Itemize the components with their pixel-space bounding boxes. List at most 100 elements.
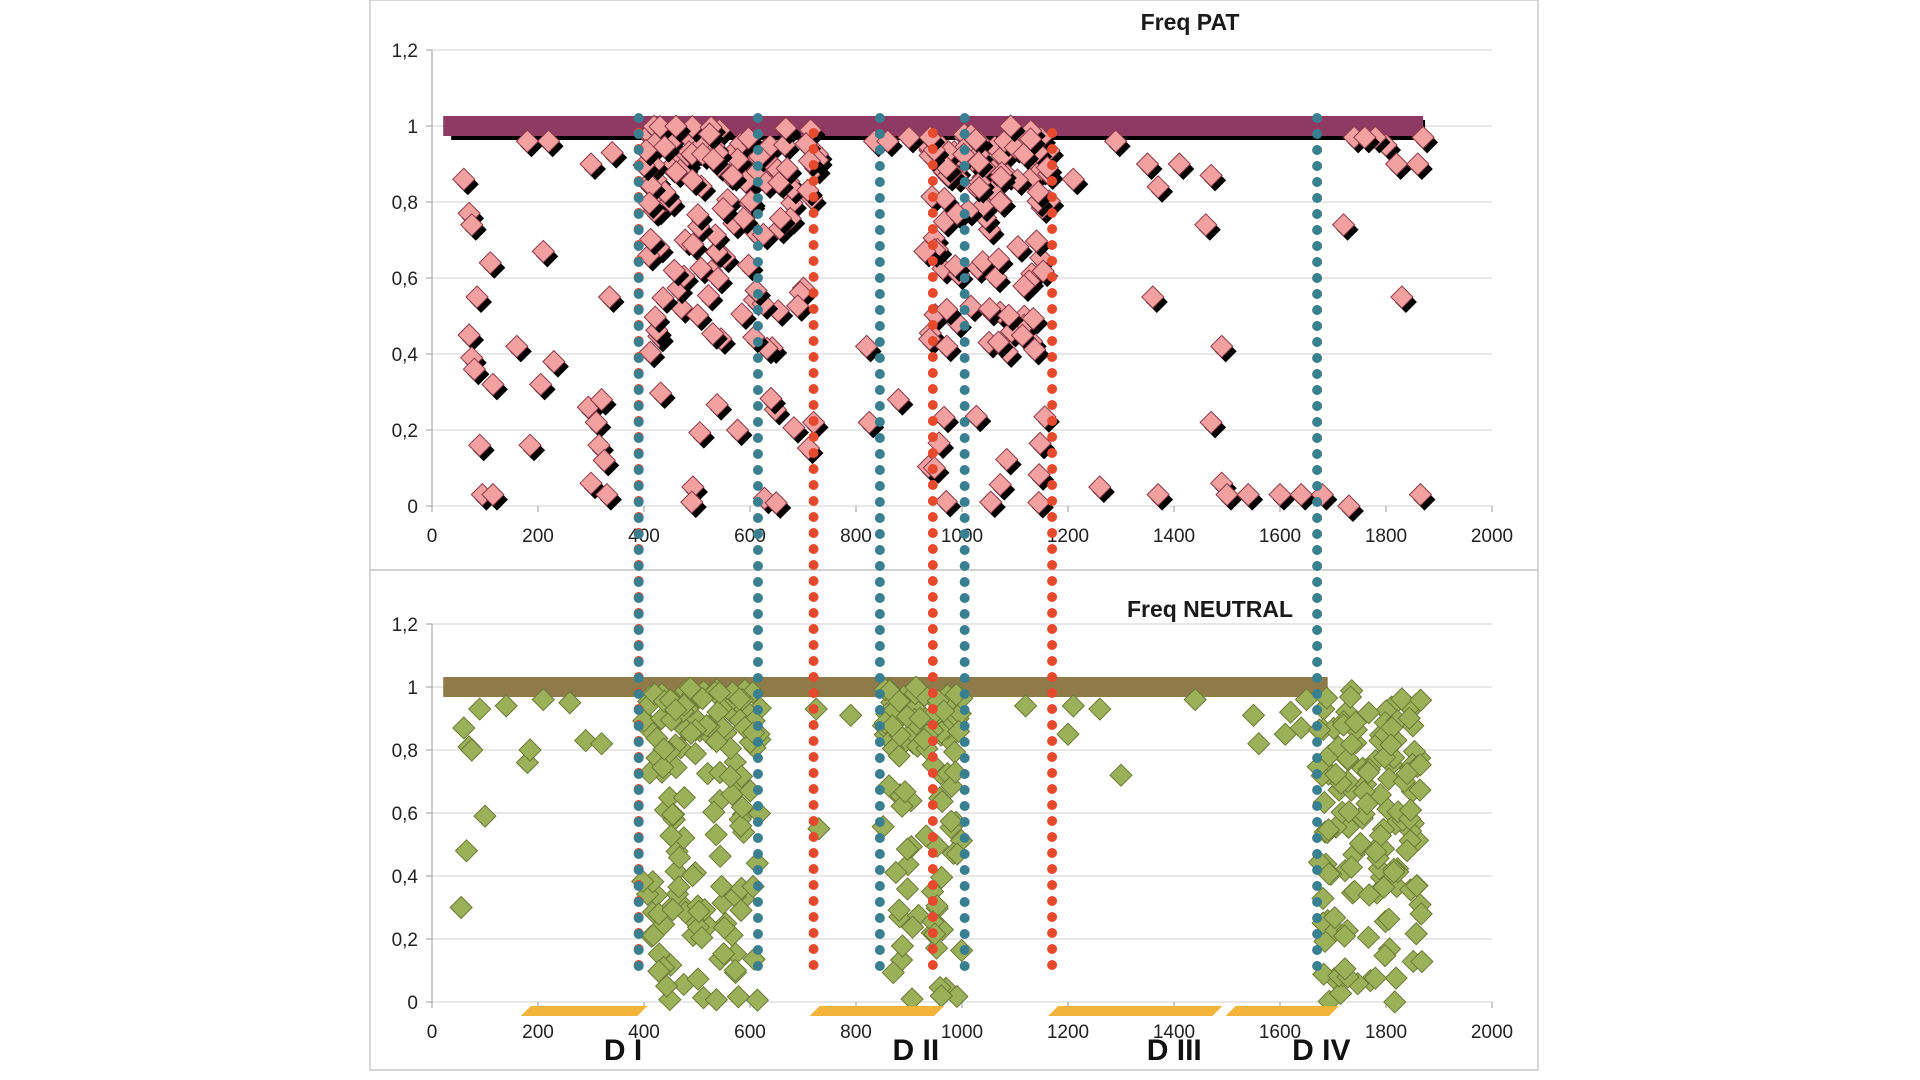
guide-dot <box>874 785 885 795</box>
data-point <box>988 190 1013 214</box>
guide-dot <box>1312 833 1323 843</box>
guide-dot <box>1047 896 1058 906</box>
guide-dot <box>752 225 763 235</box>
guide-dot <box>959 545 970 555</box>
guide-dot <box>808 880 819 890</box>
domain-label: D II <box>893 1034 940 1067</box>
guide-dot <box>808 736 819 746</box>
data-point <box>659 824 683 848</box>
guide-dot <box>927 576 938 586</box>
guide-dot <box>874 289 885 299</box>
data-point <box>1411 125 1435 150</box>
guide-dot <box>808 560 819 570</box>
data-point <box>638 340 662 364</box>
guide-dot <box>808 928 819 938</box>
guide-dot <box>808 640 819 650</box>
guide-dot <box>1312 817 1323 827</box>
domain-bars: D I D II D III D IV <box>520 1006 1351 1067</box>
x-tick-label: 200 <box>522 526 554 547</box>
data-point <box>935 334 959 358</box>
guide-dot <box>959 369 970 379</box>
guide-dot <box>808 512 819 522</box>
data-point <box>1390 285 1414 309</box>
data-point <box>651 755 675 780</box>
x-tick-label: 1800 <box>1365 1022 1407 1043</box>
domain-label: D I <box>604 1034 642 1067</box>
guide-dot <box>959 129 970 139</box>
guide-dot <box>808 688 819 698</box>
guide-dot <box>874 401 885 411</box>
guide-dot <box>959 945 970 955</box>
guide-dot <box>752 209 763 219</box>
guide-dot <box>1047 560 1058 570</box>
guide-dot <box>808 176 819 186</box>
data-point <box>584 410 609 435</box>
x-tick-label: 2000 <box>1471 526 1513 547</box>
data-point <box>1247 731 1271 756</box>
data-point <box>651 286 675 310</box>
guide-dot <box>874 161 885 171</box>
data-point <box>465 285 489 309</box>
guide-dot <box>633 865 644 875</box>
guide-dot <box>752 817 763 827</box>
data-point <box>1408 482 1433 507</box>
guide-dot <box>959 513 970 523</box>
guide-dot <box>1312 305 1323 315</box>
data-point <box>1356 760 1381 785</box>
guide-dot <box>1312 465 1323 475</box>
data-point <box>939 809 963 833</box>
data-point <box>986 330 1011 354</box>
data-point <box>774 116 798 140</box>
guide-dot <box>633 497 644 507</box>
data-point <box>880 714 905 738</box>
guide-dot <box>874 353 885 363</box>
guide-dot <box>752 353 763 363</box>
data-point <box>702 800 726 824</box>
data-point <box>473 804 497 828</box>
guide-dot <box>633 625 644 635</box>
data-point <box>893 780 917 804</box>
guide-dot <box>633 481 644 491</box>
guide-dot <box>959 209 970 219</box>
guide-dot <box>874 897 885 907</box>
guide-dot <box>959 433 970 443</box>
guide-dot <box>1312 481 1323 491</box>
guide-dot <box>927 224 938 234</box>
guide-dot <box>1047 928 1058 938</box>
data-point <box>904 675 928 699</box>
guide-dot <box>874 481 885 491</box>
guide-dot <box>927 560 938 570</box>
x-tick-label: 800 <box>840 526 872 547</box>
guide-dot <box>1047 608 1058 618</box>
guide-dot <box>927 624 938 634</box>
data-point <box>531 239 556 264</box>
guide-dot <box>874 577 885 587</box>
data-point <box>986 247 1011 271</box>
data-point <box>1331 213 1356 237</box>
guide-dot <box>1312 897 1323 907</box>
guide-dot <box>927 352 938 362</box>
data-point <box>1332 924 1357 948</box>
guide-dot <box>874 593 885 603</box>
guide-dot <box>752 753 763 763</box>
guide-dot <box>633 129 644 139</box>
guide-dot <box>808 352 819 362</box>
data-point <box>462 357 487 381</box>
data-point <box>706 266 730 291</box>
guide-dot <box>752 545 763 555</box>
bottom-chart-title: Freq NEUTRAL <box>1127 596 1293 622</box>
data-point <box>1390 687 1414 711</box>
guide-dot <box>927 784 938 794</box>
guide-dot <box>1312 913 1323 923</box>
guide-dot <box>633 305 644 315</box>
data-point <box>884 860 908 885</box>
guide-dot <box>1312 673 1323 683</box>
guide-dot <box>633 769 644 779</box>
guide-dot <box>808 288 819 298</box>
data-point <box>579 152 603 176</box>
guide-dot <box>1312 769 1323 779</box>
guide-dot <box>959 481 970 491</box>
data-point <box>1006 235 1030 259</box>
guide-dot <box>874 225 885 235</box>
guide-dot <box>874 689 885 699</box>
